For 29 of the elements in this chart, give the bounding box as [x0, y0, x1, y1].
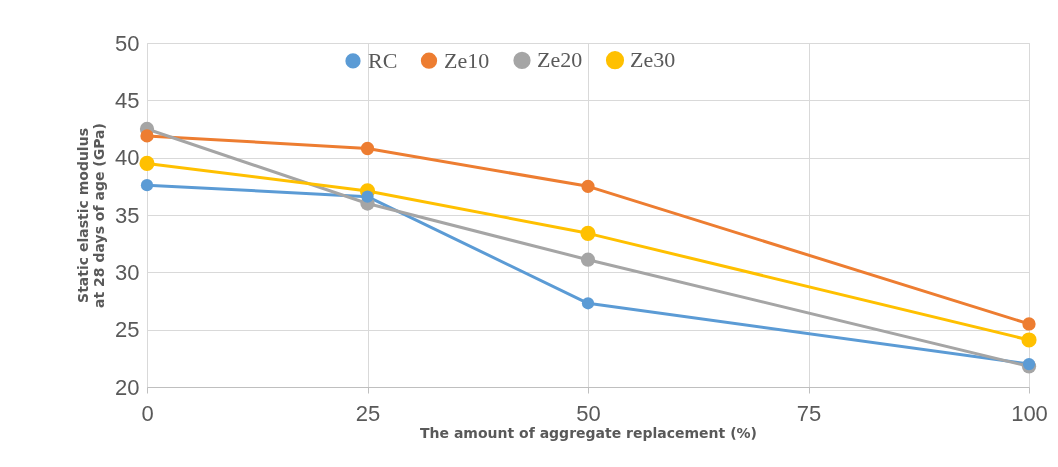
- point: [140, 179, 154, 192]
- point: [1021, 332, 1037, 348]
- x-tick-label: 25: [355, 400, 381, 426]
- point: [1022, 317, 1036, 331]
- point: [360, 141, 375, 156]
- legend-label: RC: [368, 47, 398, 73]
- legend-label: Ze30: [630, 47, 676, 73]
- x-tick-label: 100: [1011, 400, 1048, 426]
- point: [580, 225, 596, 241]
- point: [139, 155, 155, 171]
- y-tick-label: 30: [115, 259, 140, 285]
- y-tick-label: 40: [115, 145, 140, 171]
- legend-label: Ze20: [537, 47, 583, 73]
- y-axis-title: Static elastic modulus at 28 days of age (GPa): [75, 123, 108, 308]
- point: [581, 297, 595, 310]
- x-tick-label: 75: [796, 400, 822, 426]
- x-axis-title: The amount of aggregate replacement (%): [420, 424, 757, 441]
- point: [140, 129, 154, 143]
- x-tick-label: 50: [576, 400, 601, 426]
- y-tick-label: 20: [115, 374, 140, 400]
- y-tick-label: 45: [115, 87, 140, 113]
- x-tick-label: 0: [141, 400, 154, 426]
- point: [580, 252, 596, 267]
- point: [361, 190, 374, 203]
- y-tick-label: 50: [115, 30, 140, 56]
- y-tick-label: 35: [115, 202, 140, 228]
- point: [581, 179, 595, 193]
- y-tick-label: 25: [115, 317, 140, 343]
- legend-label: Ze10: [444, 47, 490, 73]
